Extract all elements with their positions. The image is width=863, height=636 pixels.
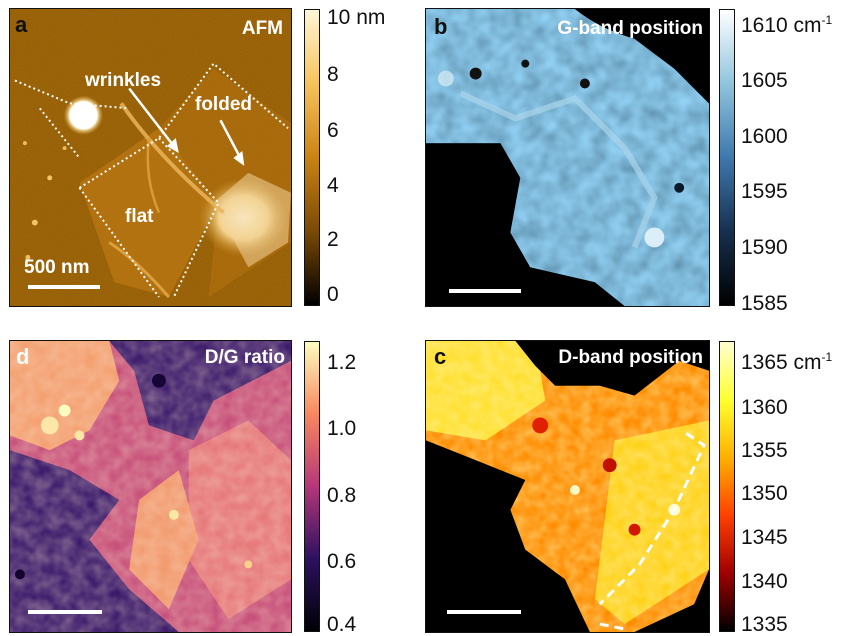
colorbar-g-band-tick-3: 1595 <box>741 180 788 203</box>
d-band-map <box>426 341 709 632</box>
afm-height-map <box>10 9 291 306</box>
colorbar-g-band-tick-5: 1585 <box>741 292 788 315</box>
colorbar-dg-ratio-tick-3: 0.6 <box>327 550 357 573</box>
colorbar-d-band-tick-1: 1360 <box>741 396 788 419</box>
colorbar-d-band-tick-5: 1340 <box>741 570 788 593</box>
wrinkles-arrow <box>128 87 175 147</box>
panel-label-a: a <box>15 12 28 37</box>
dg-ratio-map <box>10 341 291 632</box>
colorbar-g-band-tick-4: 1590 <box>741 236 788 259</box>
colorbar-afm-tick-3: 4 <box>327 174 339 197</box>
colorbar-d-band-tick-3: 1350 <box>741 482 788 505</box>
panel-title-g-band: G-band position <box>557 18 703 39</box>
colorbar-d-band-tick-2: 1355 <box>741 439 788 462</box>
g-band-map <box>426 9 709 306</box>
colorbar-afm-tick-4: 2 <box>327 228 339 251</box>
panel-d-dg-ratio: d D/G ratio <box>9 340 292 633</box>
scale-bar <box>449 289 521 293</box>
scale-bar <box>28 285 100 289</box>
folded-arrow <box>219 119 242 159</box>
panel-label-c: c <box>434 344 447 369</box>
colorbar-afm <box>304 9 320 306</box>
colorbar-d-band-tick-6: 1335 <box>741 613 788 636</box>
scale-bar-label: 500 nm <box>24 257 90 278</box>
colorbar-g-band <box>719 9 735 306</box>
panel-c-d-band: c D-band position <box>425 340 710 633</box>
panel-b-g-band: b G-band position <box>425 8 710 307</box>
annotation-wrinkles: wrinkles <box>85 70 162 91</box>
colorbar-dg-ratio-tick-4: 0.4 <box>327 613 357 636</box>
colorbar-afm-tick-2: 6 <box>327 119 339 142</box>
colorbar-d-band-tick-4: 1345 <box>741 526 788 549</box>
annotation-flat: flat <box>125 206 154 227</box>
colorbar-dg-ratio-tick-0: 1.2 <box>327 351 357 374</box>
panel-label-b: b <box>434 14 448 39</box>
colorbar-afm-tick-1: 8 <box>327 63 339 86</box>
colorbar-dg-ratio-tick-1: 1.0 <box>327 417 357 440</box>
annotation-folded: folded <box>195 94 252 115</box>
panel-title-dg-ratio: D/G ratio <box>204 347 285 368</box>
panel-a-afm: a AFM wrinkles folded flat 500 nm <box>9 8 292 307</box>
panel-label-d: d <box>16 344 30 369</box>
colorbar-g-band-tick-2: 1600 <box>741 125 788 148</box>
colorbar-d-band-tick-0: 1365 cm-1 <box>741 350 833 374</box>
colorbar-g-band-tick-1: 1605 <box>741 69 788 92</box>
colorbar-g-band-tick-0: 1610 cm-1 <box>741 13 833 37</box>
colorbar-dg-ratio <box>304 341 320 632</box>
colorbar-dg-ratio-tick-2: 0.8 <box>327 484 357 507</box>
colorbar-d-band <box>719 341 735 632</box>
panel-title-afm: AFM <box>241 18 283 39</box>
scale-bar <box>28 610 102 614</box>
scale-bar <box>447 610 521 614</box>
panel-title-d-band: D-band position <box>558 347 703 368</box>
colorbar-afm-tick-0: 10 nm <box>327 6 386 29</box>
colorbar-afm-tick-5: 0 <box>327 283 339 306</box>
